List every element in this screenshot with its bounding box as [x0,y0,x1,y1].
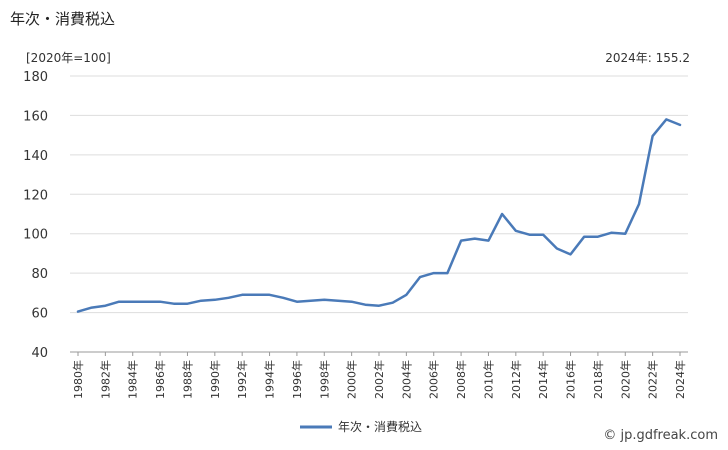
series-layer [76,118,682,313]
x-tick-label: 1990年 [208,360,222,399]
x-tick-label: 1992年 [235,360,249,399]
gridlines [70,75,688,353]
x-tick-label: 2006年 [427,360,441,399]
y-tick-label: 80 [31,267,48,282]
y-tick-label: 120 [23,188,48,203]
x-tick-label: 2004年 [399,360,413,399]
latest-value-label: 2024年: 155.2 [605,51,690,65]
x-tick-label: 1986年 [153,360,167,399]
x-tick-label: 2002年 [372,360,386,399]
y-tick-label: 40 [31,346,48,361]
series-line [76,118,682,313]
chart-title: 年次・消費税込 [10,10,116,28]
x-tick-label: 2020年 [618,360,632,399]
x-tick-label: 1998年 [317,360,331,399]
x-tick-label: 1982年 [98,360,112,399]
x-tick-label: 2000年 [345,360,359,399]
x-tick-label: 2010年 [481,360,495,399]
legend-label: 年次・消費税込 [338,419,422,434]
x-tick-label: 1980年 [71,360,85,399]
x-tick-label: 2014年 [536,360,550,399]
x-axis: 1980年 1982年 1984年 1986年 1988年 1990年 1992年 1994年… [70,351,688,399]
x-tick-label: 2016年 [564,360,578,399]
y-tick-label: 180 [23,70,48,85]
x-tick-label: 1984年 [126,360,140,399]
y-tick-label: 60 [31,307,48,322]
y-tick-label: 140 [23,149,48,164]
y-tick-label: 100 [23,228,48,243]
x-tick-label: 2022年 [646,360,660,399]
legend: 年次・消費税込 [300,419,422,434]
x-tick-label: 2012年 [509,360,523,399]
x-tick-label: 2018年 [591,360,605,399]
x-tick-label: 1996年 [290,360,304,399]
x-tick-label: 1994年 [263,360,277,399]
y-axis: 40 60 80 100 120 140 160 180 [23,70,48,361]
y-tick-label: 160 [23,109,48,124]
source-credit: © jp.gdfreak.com [603,428,718,443]
x-tick-label: 2024年 [673,360,687,399]
unit-label: [2020年=100] [26,51,111,65]
x-tick-label: 2008年 [454,360,468,399]
x-tick-label: 1988年 [180,360,194,399]
